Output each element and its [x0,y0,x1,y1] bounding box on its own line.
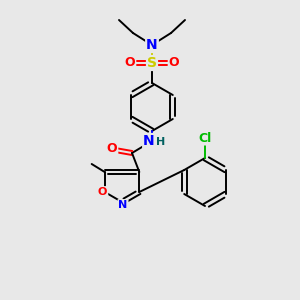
Text: N: N [118,200,127,210]
Text: N: N [143,134,155,148]
Text: Cl: Cl [198,131,212,145]
Text: S: S [147,56,157,70]
Text: O: O [125,56,135,70]
Text: N: N [146,38,158,52]
Text: O: O [98,187,107,197]
Text: O: O [169,56,179,70]
Text: H: H [156,137,166,147]
Text: O: O [107,142,117,154]
